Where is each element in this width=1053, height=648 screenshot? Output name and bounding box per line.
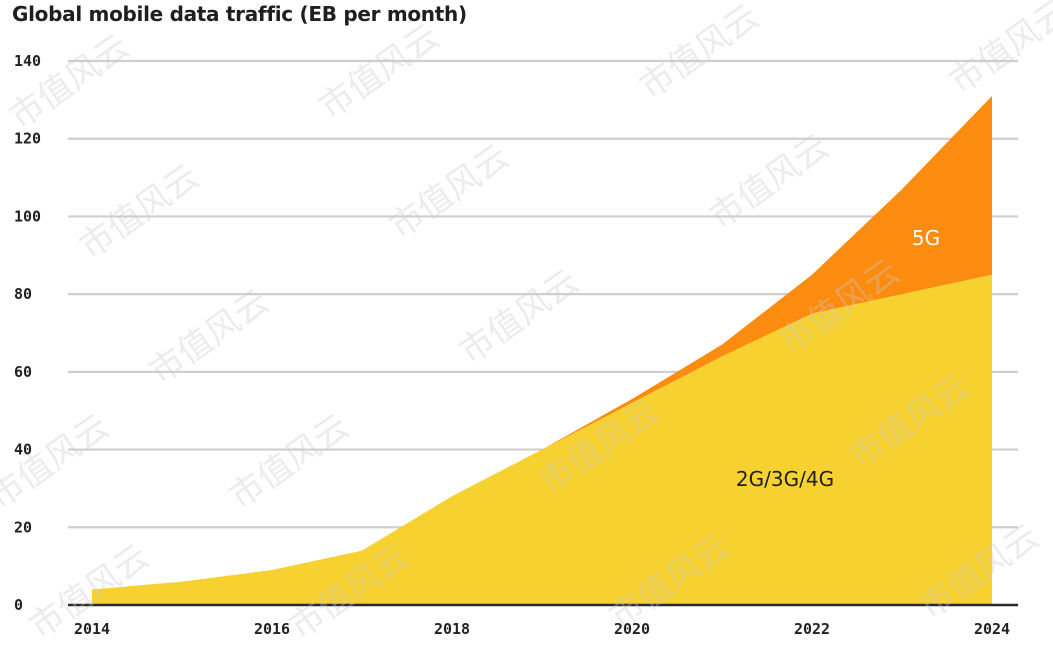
watermark: 市值风云 xyxy=(72,157,206,268)
series-label-5g: 5G xyxy=(912,226,940,250)
y-tick-label: 80 xyxy=(14,285,32,303)
x-tick-label: 2014 xyxy=(74,620,110,638)
x-tick-label: 2024 xyxy=(974,620,1010,638)
y-axis-ticks: 0 20 40 60 80 100 120 140 xyxy=(14,52,41,614)
x-axis-ticks: 2014 2016 2018 2020 2022 2024 xyxy=(74,620,1010,638)
watermark: 市值风云 xyxy=(222,407,356,518)
y-tick-label: 140 xyxy=(14,52,41,70)
area-series-legacy xyxy=(92,274,992,605)
watermark: 市值风云 xyxy=(702,127,836,238)
series-labels: 2G/3G/4G 5G xyxy=(736,226,940,491)
y-tick-label: 40 xyxy=(14,441,32,459)
y-tick-label: 120 xyxy=(14,130,41,148)
watermark: 市值风云 xyxy=(632,0,766,107)
series-areas xyxy=(92,95,992,605)
watermark: 市值风云 xyxy=(142,282,276,393)
y-tick-label: 100 xyxy=(14,207,41,225)
series-label-2g3g4g: 2G/3G/4G xyxy=(736,467,834,491)
y-tick-label: 20 xyxy=(14,518,32,536)
x-tick-label: 2022 xyxy=(794,620,830,638)
watermark: 市值风云 xyxy=(942,0,1053,102)
x-tick-label: 2020 xyxy=(614,620,650,638)
x-tick-label: 2016 xyxy=(254,620,290,638)
y-tick-label: 0 xyxy=(14,596,23,614)
chart-title: Global mobile data traffic (EB per month… xyxy=(12,2,467,26)
x-tick-label: 2018 xyxy=(434,620,470,638)
watermark: 市值风云 xyxy=(312,17,446,128)
y-tick-label: 60 xyxy=(14,363,32,381)
watermark: 市值风云 xyxy=(452,262,586,373)
watermark: 市值风云 xyxy=(382,137,516,248)
watermark: 市值风云 xyxy=(2,27,136,138)
watermark: 市值风云 xyxy=(0,407,117,518)
